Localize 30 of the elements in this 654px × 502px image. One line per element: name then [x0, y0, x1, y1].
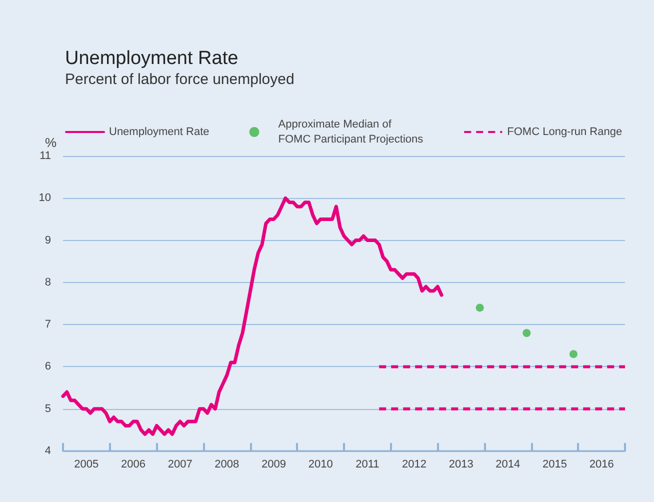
point [569, 350, 578, 358]
y-tick-label: 10 [38, 192, 51, 204]
x-tick-label: 2005 [74, 458, 99, 470]
y-tick-label: 4 [44, 445, 51, 457]
chart-subtitle: Percent of labor force unemployed [65, 71, 294, 88]
legend-label: Unemployment Rate [109, 126, 210, 138]
point [522, 329, 531, 337]
y-tick-label: 6 [44, 360, 51, 373]
x-tick-label: 2007 [168, 458, 192, 470]
x-tick-label: 2010 [308, 458, 333, 470]
x-tick-label: 2013 [448, 458, 474, 470]
y-axis-title: % [45, 135, 57, 150]
line-series [61, 196, 444, 436]
x-tick-label: 2009 [262, 458, 286, 470]
legend-label: FOMC Long-run Range [507, 126, 622, 138]
x-tick-label: 2012 [402, 458, 426, 470]
x-tick-label: 2015 [542, 458, 567, 470]
x-tick-label: 2014 [496, 458, 520, 470]
point [476, 304, 484, 312]
x-tick-label: 2006 [121, 458, 146, 470]
y-tick-label: 11 [40, 150, 51, 162]
y-tick-label: 7 [44, 318, 51, 331]
y-tick-label: 5 [44, 402, 51, 415]
x-tick-label: 2016 [589, 458, 614, 470]
legend-label: Approximate Median of FOMC Participant Projections [278, 118, 424, 146]
x-tick-label: 2011 [356, 458, 380, 470]
chart-title: Unemployment Rate [65, 48, 238, 69]
y-tick-label: 9 [44, 234, 51, 246]
x-tick-label: 2008 [214, 458, 240, 470]
y-tick-label: 8 [44, 276, 51, 288]
